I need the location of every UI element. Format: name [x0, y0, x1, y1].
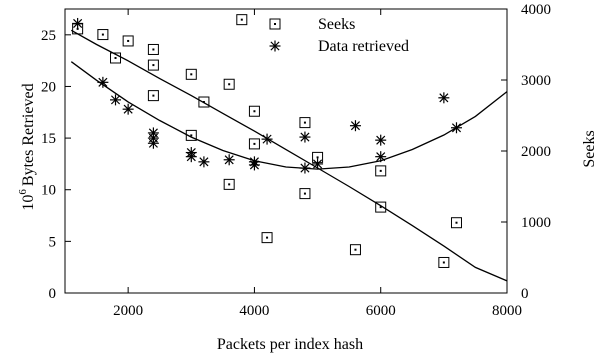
left-y-tick-label: 10 — [41, 183, 56, 199]
plot-frame — [64, 8, 508, 294]
data-retrieved-point — [198, 156, 210, 168]
seeks-point — [185, 129, 197, 141]
x-tick-label: 6000 — [366, 303, 396, 319]
seeks-point — [122, 35, 134, 47]
data-retrieved-point — [349, 120, 361, 132]
trend-curves — [70, 29, 508, 282]
seeks-point — [375, 165, 387, 177]
data-retrieved-point — [110, 94, 122, 106]
seeks-point — [198, 96, 210, 108]
trend-curve-seeks — [70, 29, 508, 282]
seeks-point — [185, 68, 197, 80]
right-y-tick-label: 4000 — [521, 2, 551, 18]
left-y-axis-label-text: Bytes Retrieved — [20, 83, 37, 186]
x-tick-label: 2000 — [113, 303, 143, 319]
seeks-point — [147, 43, 159, 55]
data-retrieved-point — [248, 159, 260, 171]
seeks-point — [248, 105, 260, 117]
legend-entry-label: Seeks — [318, 16, 355, 33]
x-tick-label: 8000 — [492, 303, 522, 319]
data-retrieved-point — [97, 76, 109, 88]
right-y-tick-label: 3000 — [521, 73, 551, 89]
left-y-tick-label: 25 — [41, 28, 56, 44]
legend-marker-seeks — [269, 18, 281, 30]
data-retrieved-point — [438, 92, 450, 104]
seeks-point — [299, 188, 311, 200]
legend-entry-label: Data retrieved — [318, 38, 409, 55]
seeks-point — [147, 59, 159, 71]
data-retrieved-point — [147, 137, 159, 149]
data-retrieved-point — [122, 103, 134, 115]
seeks-point — [223, 78, 235, 90]
seeks-point — [299, 117, 311, 129]
seeks-point — [236, 14, 248, 26]
data-retrieved-point — [299, 162, 311, 174]
legend-marker-data-retrieved — [269, 40, 281, 52]
data-retrieved-point — [375, 151, 387, 163]
data-retrieved-point — [450, 122, 462, 134]
right-y-tick-label: 2000 — [521, 144, 551, 160]
left-y-axis-label-base: 10 — [20, 195, 37, 211]
seeks-point — [375, 201, 387, 213]
x-axis-label: Packets per index hash — [217, 336, 363, 353]
left-y-tick-label: 5 — [49, 234, 57, 250]
seeks-point — [110, 52, 122, 64]
left-y-tick-label: 0 — [49, 286, 57, 302]
seeks-point — [147, 90, 159, 102]
seeks-point — [97, 29, 109, 41]
data-retrieved-point — [375, 134, 387, 146]
seeks-point — [349, 244, 361, 256]
seeks-point — [248, 138, 260, 150]
x-tick-label: 4000 — [239, 303, 269, 319]
left-y-axis-label: 106 Bytes Retrieved — [17, 83, 37, 210]
data-retrieved-point — [72, 17, 84, 29]
seeks-point — [438, 256, 450, 268]
right-y-axis-label: Seeks — [581, 130, 598, 167]
left-y-tick-label: 20 — [41, 79, 56, 95]
tick-marks — [65, 8, 508, 294]
data-retrieved-point — [312, 158, 324, 170]
left-y-axis-label-exponent: 6 — [17, 189, 29, 195]
data-retrieved-point — [299, 131, 311, 143]
seeks-point — [223, 178, 235, 190]
left-y-tick-label: 15 — [41, 131, 56, 147]
data-marks — [72, 14, 462, 268]
data-retrieved-point — [185, 151, 197, 163]
data-retrieved-point — [223, 154, 235, 166]
legend: Seeks Data retrieved — [269, 16, 409, 55]
seeks-point — [450, 217, 462, 229]
tick-labels: 2000 4000 6000 8000051015202501000200030004… — [41, 2, 551, 319]
trend-curve-data-retrieved — [70, 61, 508, 170]
data-retrieved-point — [261, 133, 273, 145]
right-y-tick-label: 1000 — [521, 215, 551, 231]
seeks-point — [261, 232, 273, 244]
right-y-tick-label: 0 — [521, 286, 529, 302]
